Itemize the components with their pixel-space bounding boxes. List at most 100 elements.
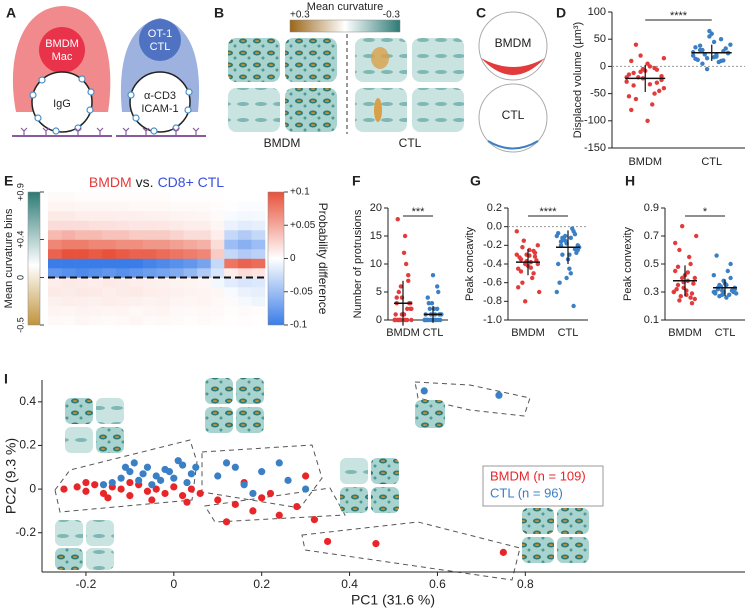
data-point [266, 489, 275, 498]
panel-label: F [352, 173, 361, 189]
data-point [73, 483, 81, 491]
heatmap-cell [197, 220, 212, 231]
heatmap-cell [237, 192, 252, 202]
heatmap-cell [48, 315, 62, 326]
data-point [689, 301, 695, 306]
heatmap-cell [88, 249, 103, 259]
y-tick-label: 0 [376, 314, 382, 326]
y-axis-label: Displaced volume (µm³) [572, 22, 584, 138]
heatmap-cell [48, 306, 62, 316]
y-tick-label: 0.9 [644, 202, 659, 214]
chart-title: BMDM vs. CD8+ CTL [89, 174, 224, 190]
y-tick-label: 0 [29, 481, 36, 495]
heatmap-cell [224, 230, 239, 240]
heatmap-cell [61, 230, 76, 240]
x-tick-label: BMDM [628, 156, 662, 168]
heatmap-cell [102, 201, 117, 212]
data-point [99, 489, 108, 498]
data-point [714, 253, 719, 258]
heatmap-cell [251, 230, 266, 240]
heatmap-cell [224, 315, 239, 326]
heatmap-cell [224, 192, 239, 202]
heatmap-cell [237, 249, 252, 259]
data-point [558, 243, 564, 248]
data-point [275, 459, 283, 467]
heatmap-cell [210, 277, 225, 288]
heatmap-cell [75, 220, 89, 231]
x-tick-label: BMDM [386, 327, 420, 339]
colorbar-tick-label: +0.1 [290, 187, 310, 198]
heatmap-cell [210, 258, 225, 269]
data-point [677, 298, 682, 303]
data-point [425, 295, 430, 300]
data-point [624, 79, 629, 84]
heatmap-cell [156, 239, 171, 250]
heatmap-cell [48, 268, 62, 278]
data-point [680, 224, 685, 229]
heatmap-cell [197, 315, 212, 326]
heatmap-cell [129, 277, 144, 288]
heatmap-cell [251, 192, 266, 202]
data-point [436, 289, 441, 295]
colorbar-label: -0.3 [383, 10, 401, 21]
data-point [293, 502, 301, 511]
heatmap-cell [75, 296, 89, 307]
legend-label: BMDM (n = 109) [490, 468, 586, 483]
data-point [687, 254, 692, 260]
heatmap-cell [88, 306, 103, 316]
heatmap-cell [156, 296, 171, 307]
heatmap-cell [115, 258, 130, 269]
data-point [148, 481, 156, 489]
data-point [727, 292, 732, 297]
data-point [728, 42, 733, 47]
data-point [728, 275, 733, 281]
data-point [258, 468, 266, 476]
heatmap-cell [115, 192, 130, 202]
data-point [436, 317, 441, 323]
heatmap-cell [115, 220, 130, 231]
data-point [558, 239, 564, 244]
data-point [629, 58, 634, 64]
heatmap-cell [251, 306, 266, 316]
heatmap-cell [115, 211, 130, 221]
panel-label: C [476, 5, 486, 21]
data-point [691, 281, 696, 286]
heatmap-cell [183, 239, 198, 250]
heatmap-cell [210, 306, 225, 316]
heatmap-cell [88, 287, 103, 297]
y-tick-label: 0.5 [644, 258, 659, 270]
heatmap-cell [210, 296, 225, 307]
heatmap-cell [210, 287, 225, 297]
data-point [121, 463, 130, 471]
x-tick-label: CTL [558, 327, 579, 339]
panel-label: E [4, 173, 13, 189]
heatmap-cell [170, 220, 184, 231]
heatmap-cell [129, 268, 144, 278]
heatmap-cell [129, 287, 144, 297]
cell-label: OT-1 [148, 28, 172, 40]
data-point [718, 37, 724, 42]
y-tick-label: -0.6 [483, 277, 502, 289]
panel-b-illustration: Mean curvature +0.3 -0.3 BMDM CTL [228, 1, 464, 150]
heatmap-cell [170, 201, 184, 212]
heatmap-cell [183, 315, 198, 326]
heatmap-cell [170, 287, 184, 297]
data-point [638, 53, 643, 58]
heatmap-cell [142, 287, 157, 297]
heatmap-cell [251, 268, 266, 278]
x-axis-label: PC1 (31.6 %) [351, 592, 435, 608]
data-point [673, 240, 678, 246]
heatmap-cell [61, 192, 76, 202]
y-tick-label: -0.2 [15, 525, 36, 539]
x-tick-label: CTL [715, 327, 736, 339]
cell-label: Mac [52, 51, 73, 63]
y-tick-label: 10 [370, 258, 382, 270]
data-point [704, 56, 710, 61]
heatmap-cell [210, 192, 225, 202]
y-tick-label: -150 [584, 142, 606, 154]
data-point [631, 83, 636, 88]
heatmap-cell [142, 268, 157, 278]
heatmap-cell [88, 258, 103, 269]
y-tick-label: 0 [15, 275, 25, 280]
data-point [673, 268, 678, 274]
